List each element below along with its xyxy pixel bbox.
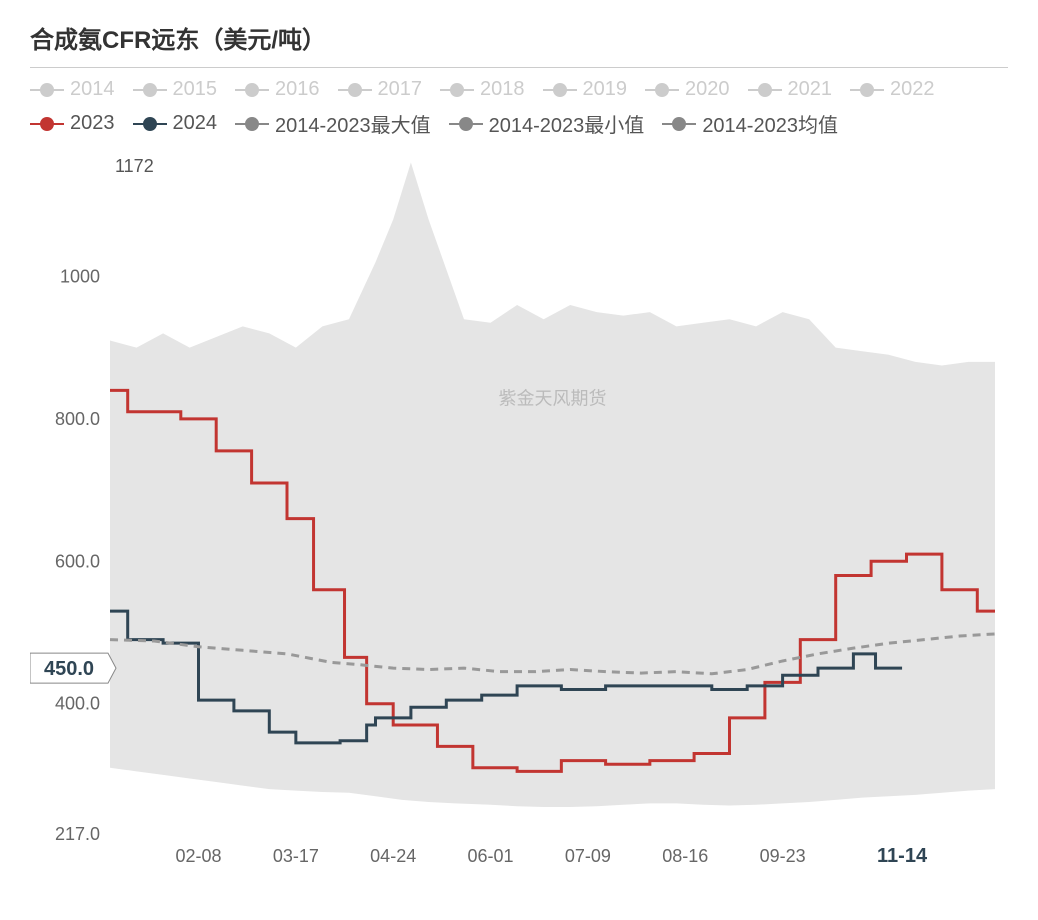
legend-label: 2015: [173, 78, 218, 101]
x-tick-label: 11-14: [877, 845, 928, 867]
legend-item[interactable]: 2022: [850, 78, 935, 101]
legend-item[interactable]: 2024: [133, 109, 218, 138]
legend-item[interactable]: 2014-2023均值: [662, 109, 838, 138]
legend-marker: [850, 89, 884, 91]
legend-marker: [30, 89, 64, 91]
x-tick-label: 07-09: [565, 846, 611, 866]
legend-item[interactable]: 2014-2023最大值: [235, 109, 431, 138]
legend-marker: [440, 89, 474, 91]
x-tick-label: 04-24: [370, 846, 416, 866]
legend-item[interactable]: 2021: [748, 78, 833, 101]
legend-item[interactable]: 2016: [235, 78, 320, 101]
legend-item[interactable]: 2020: [645, 78, 730, 101]
legend-label: 2017: [378, 78, 423, 101]
legend-label: 2019: [583, 78, 628, 101]
watermark: 紫金天风期货: [499, 389, 607, 409]
legend-label: 2014-2023最小值: [489, 109, 645, 138]
y-max-label: 1172: [115, 156, 154, 176]
legend: 2014 2015 2016 2017 2018 2019 2020 2021 2022 2023…: [30, 67, 1008, 144]
legend-item[interactable]: 2017: [338, 78, 423, 101]
legend-marker: [748, 89, 782, 91]
legend-label: 2014-2023均值: [702, 109, 838, 138]
x-tick-label: 09-23: [760, 846, 806, 866]
y-tick-label: 800.0: [55, 409, 100, 429]
legend-marker: [235, 123, 269, 125]
x-tick-label: 06-01: [468, 846, 514, 866]
x-tick-label: 08-16: [662, 846, 708, 866]
legend-label: 2023: [70, 112, 115, 135]
legend-marker: [662, 123, 696, 125]
legend-item[interactable]: 2015: [133, 78, 218, 101]
x-tick-label: 03-17: [273, 846, 319, 866]
chart-svg: 400.0 600.0 800.0 1000 1172 217.0 紫金天风期货 450.0 0…: [30, 144, 1008, 874]
legend-label: 2018: [480, 78, 525, 101]
legend-item[interactable]: 2019: [543, 78, 628, 101]
legend-item[interactable]: 2014-2023最小值: [449, 109, 645, 138]
x-tick-label: 02-08: [175, 846, 221, 866]
y-tick-label: 400.0: [55, 694, 100, 714]
legend-marker: [133, 89, 167, 91]
chart-title: 合成氨CFR远东（美元/吨）: [30, 20, 1008, 55]
legend-marker: [133, 123, 167, 125]
legend-label: 2024: [173, 112, 218, 135]
legend-label: 2022: [890, 78, 935, 101]
y-tick-label: 1000: [60, 266, 100, 286]
legend-marker: [449, 123, 483, 125]
y-tick-label: 600.0: [55, 551, 100, 571]
legend-label: 2016: [275, 78, 320, 101]
legend-marker: [338, 89, 372, 91]
legend-marker: [30, 123, 64, 125]
value-callout-text: 450.0: [44, 658, 94, 680]
legend-item[interactable]: 2018: [440, 78, 525, 101]
legend-label: 2020: [685, 78, 730, 101]
legend-marker: [543, 89, 577, 91]
y-min-label: 217.0: [55, 824, 100, 844]
legend-marker: [645, 89, 679, 91]
chart-area: 400.0 600.0 800.0 1000 1172 217.0 紫金天风期货 450.0 0…: [30, 144, 1008, 884]
legend-item[interactable]: 2023: [30, 109, 115, 138]
legend-item[interactable]: 2014: [30, 78, 115, 101]
legend-label: 2021: [788, 78, 833, 101]
legend-marker: [235, 89, 269, 91]
legend-label: 2014-2023最大值: [275, 109, 431, 138]
legend-label: 2014: [70, 78, 115, 101]
